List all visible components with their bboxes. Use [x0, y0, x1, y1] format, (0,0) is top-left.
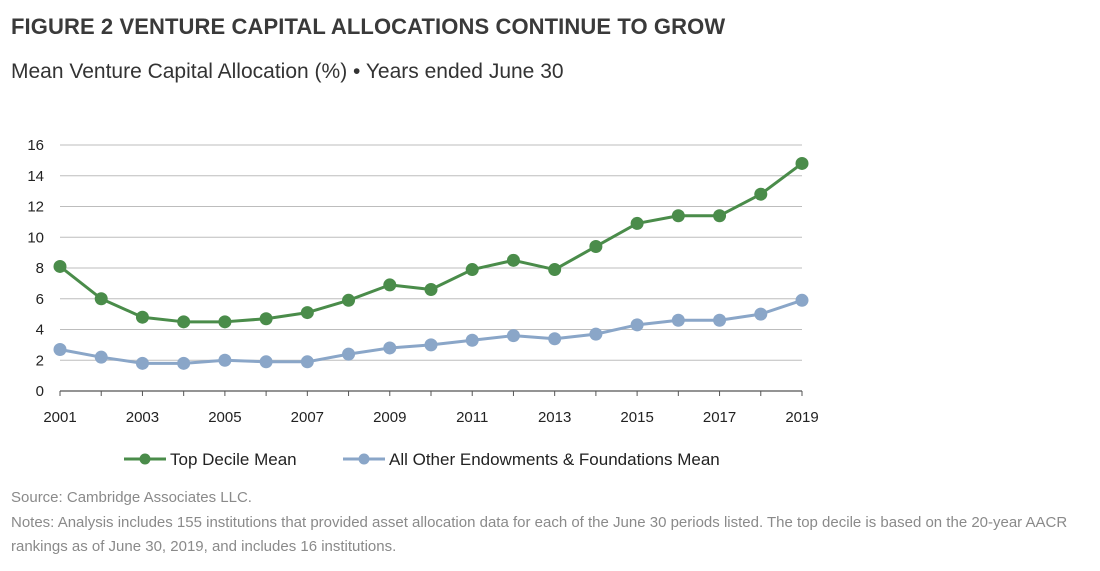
series-2-point — [94, 350, 108, 364]
series-1-point — [259, 312, 273, 326]
series-1-point — [300, 306, 314, 320]
series-1-point — [94, 292, 108, 306]
series-1-point — [506, 253, 520, 267]
series-line-1 — [59, 162, 803, 324]
y-tick-label: 12 — [27, 199, 44, 216]
series-1-point — [383, 278, 397, 292]
series-1-point — [218, 315, 232, 329]
series-1-point — [589, 239, 603, 253]
series-1-point — [53, 259, 67, 273]
series-2-point — [424, 338, 438, 352]
series-2-point — [300, 355, 314, 369]
x-tick-label: 2005 — [208, 409, 241, 426]
series-2-point — [53, 342, 67, 356]
series-1-point — [465, 263, 479, 277]
series-1-point — [424, 283, 438, 297]
series-2-point — [630, 318, 644, 332]
series-line-2 — [59, 298, 803, 365]
y-tick-label: 8 — [36, 260, 44, 277]
series-1-point — [342, 293, 356, 307]
y-tick-label: 2 — [36, 352, 44, 369]
y-tick-label: 10 — [27, 229, 44, 246]
series-2-point — [795, 293, 809, 307]
series-1-point — [713, 209, 727, 223]
series-2-point — [589, 327, 603, 341]
series-1-point — [795, 156, 809, 170]
x-tick-label: 2003 — [126, 409, 159, 426]
series-2-point — [177, 356, 191, 370]
x-tick-label: 2013 — [538, 409, 571, 426]
x-tick-label: 2009 — [373, 409, 406, 426]
x-tick-label: 2001 — [43, 409, 76, 426]
series-2-point — [218, 353, 232, 367]
legend-label-1: Top Decile Mean — [170, 450, 297, 469]
figure-subtitle: Mean Venture Capital Allocation (%) • Ye… — [11, 60, 564, 83]
y-tick-label: 4 — [36, 322, 44, 339]
source-note: Source: Cambridge Associates LLC. — [11, 489, 252, 506]
line-chart: 0 2 4 6 8 10 12 14 16 2001 2003 2005 2007 2009 2011 201… — [27, 137, 818, 469]
series-2-point — [713, 313, 727, 327]
series-2-point — [548, 332, 562, 346]
x-tick-label: 2007 — [291, 409, 324, 426]
series-2-point — [671, 313, 685, 327]
y-tick-label: 0 — [36, 383, 44, 400]
legend-marker-1 — [139, 453, 151, 465]
y-tick-label: 14 — [27, 168, 44, 185]
series-1-point — [135, 310, 149, 324]
series-2-point — [754, 307, 768, 321]
series-2-point — [259, 355, 273, 369]
x-tick-label: 2019 — [785, 409, 818, 426]
series-1-point — [548, 263, 562, 277]
x-tick-label: 2011 — [456, 409, 488, 426]
legend-marker-2 — [358, 453, 370, 465]
series-1-point — [630, 216, 644, 230]
y-tick-label: 16 — [27, 137, 44, 154]
x-tick-label: 2017 — [703, 409, 736, 426]
series-2-point — [383, 341, 397, 355]
y-tick-label: 6 — [36, 291, 44, 308]
x-tick-label: 2015 — [620, 409, 653, 426]
legend-label-2: All Other Endowments & Foundations Mean — [389, 450, 720, 469]
notes-text: Notes: Analysis includes 155 institution… — [11, 514, 1068, 555]
series-1-point — [754, 187, 768, 201]
series-2-point — [342, 347, 356, 361]
series-1-point — [671, 209, 685, 223]
series-2-point — [465, 333, 479, 347]
figure-title: FIGURE 2 VENTURE CAPITAL ALLOCATIONS CON… — [11, 14, 726, 39]
series-1-point — [177, 315, 191, 329]
series-2-point — [135, 356, 149, 370]
series-2-point — [506, 329, 520, 343]
